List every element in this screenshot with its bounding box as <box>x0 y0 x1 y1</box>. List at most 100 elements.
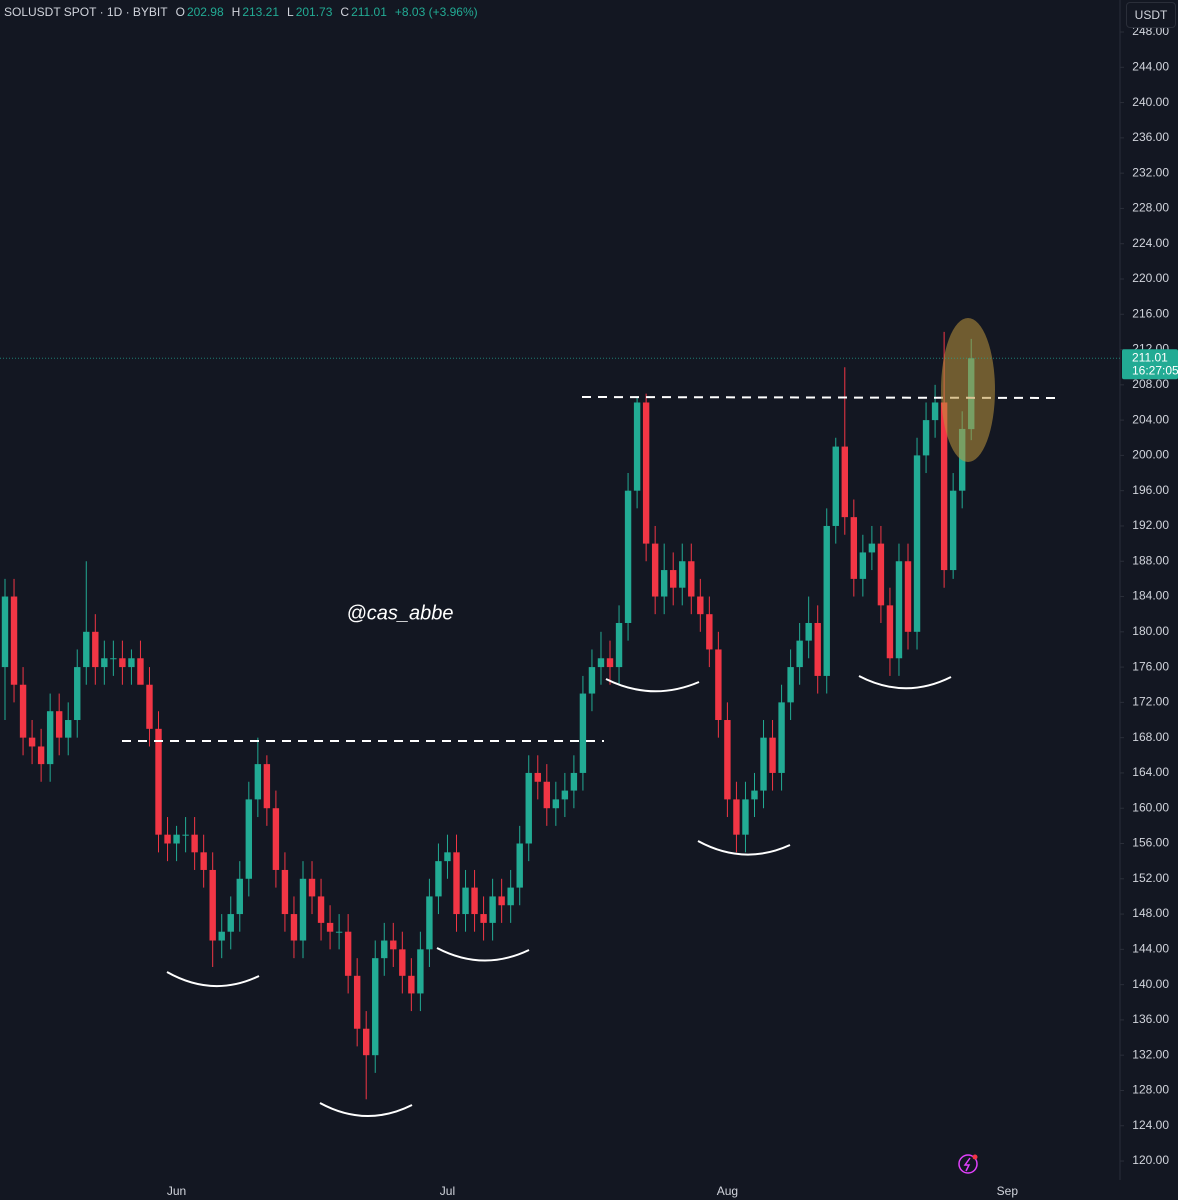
candle-body <box>263 764 271 809</box>
candle-body <box>733 799 740 835</box>
candle-body <box>615 622 623 668</box>
candle-body <box>191 834 198 853</box>
candle-body <box>326 922 334 932</box>
y-tick-label: 224.00 <box>1132 236 1169 250</box>
y-tick-label: 204.00 <box>1132 412 1169 426</box>
candle-body <box>254 764 262 800</box>
candle-body <box>236 878 243 915</box>
candle-body <box>778 702 785 773</box>
candle-body <box>606 658 614 668</box>
candle-body <box>381 940 388 959</box>
candle-body <box>408 975 415 994</box>
y-tick-label: 240.00 <box>1132 95 1169 109</box>
candle-body <box>46 711 54 765</box>
candle-body <box>335 931 343 933</box>
candle-body <box>931 402 939 421</box>
candle-body <box>949 490 957 571</box>
candle-body <box>570 772 578 791</box>
candle-body <box>480 914 487 923</box>
highlight <box>941 318 995 462</box>
watermark: @cas_abbe <box>346 602 453 624</box>
candle-body <box>164 834 171 844</box>
candle-body <box>507 887 514 906</box>
y-tick-label: 132.00 <box>1132 1047 1169 1061</box>
candle-body <box>281 869 289 915</box>
candle-body <box>155 728 162 835</box>
candle-body <box>868 543 876 553</box>
x-tick-label: Aug <box>717 1184 738 1198</box>
candle-body <box>37 746 45 765</box>
candle-body <box>10 596 18 685</box>
candle-body <box>119 658 126 668</box>
candle-body <box>751 790 758 800</box>
arc <box>166 971 260 987</box>
l-label: L <box>287 5 294 19</box>
y-tick-label: 140.00 <box>1132 977 1169 991</box>
candle-body <box>697 596 704 615</box>
price-tag-label: 211.01 <box>1132 350 1168 364</box>
h-value: 213.21 <box>242 5 280 19</box>
candle-body <box>624 490 632 623</box>
candle-body <box>841 446 848 518</box>
candle-body <box>55 711 63 738</box>
candle-body <box>832 446 839 526</box>
x-tick-label: Jul <box>440 1184 455 1198</box>
candle-body <box>317 896 325 923</box>
y-tick-label: 228.00 <box>1132 201 1169 215</box>
candle-body <box>218 931 225 941</box>
candle-body <box>471 887 478 915</box>
currency-button[interactable]: USDT <box>1126 2 1176 28</box>
candle-body <box>670 570 677 588</box>
y-tick-label: 164.00 <box>1132 765 1169 779</box>
y-tick-label: 216.00 <box>1132 306 1169 320</box>
candle-body <box>859 552 867 579</box>
y-tick-label: 176.00 <box>1132 659 1169 673</box>
candle-body <box>588 667 596 694</box>
candle-body <box>660 570 668 597</box>
candle-body <box>724 720 731 800</box>
candle-body <box>227 914 234 932</box>
o-value: 202.98 <box>186 5 224 19</box>
candle-body <box>245 799 253 879</box>
candle-body <box>290 914 298 941</box>
y-tick-label: 172.00 <box>1132 695 1169 709</box>
icon-bolt <box>963 1157 971 1172</box>
candle-body <box>823 525 830 676</box>
candle-body <box>399 949 406 976</box>
drawings <box>122 318 1061 1117</box>
candle-body <box>850 517 858 579</box>
y-tick-label: 200.00 <box>1132 448 1169 462</box>
candle-body <box>363 1028 370 1056</box>
y-tick-label: 136.00 <box>1132 1012 1169 1026</box>
candle-body <box>462 887 469 915</box>
icon-ring <box>958 1154 978 1174</box>
y-tick-label: 232.00 <box>1132 165 1169 179</box>
candle-body <box>814 622 821 676</box>
candle-body <box>28 737 36 747</box>
candle-body <box>760 737 767 791</box>
o-label: O <box>175 5 185 19</box>
candle-body <box>272 808 280 870</box>
y-tick-label: 124.00 <box>1132 1118 1169 1132</box>
y-tick-label: 152.00 <box>1132 871 1169 885</box>
candle-body <box>417 949 424 994</box>
candle-body <box>101 658 108 668</box>
candle-body <box>651 543 659 597</box>
arc <box>697 840 791 856</box>
candle-body <box>1 596 9 668</box>
candle-body <box>444 852 451 862</box>
candle-body <box>137 658 144 685</box>
c-value: 211.01 <box>351 5 387 19</box>
arc <box>858 675 952 690</box>
candle-body <box>787 667 794 703</box>
candle-body <box>200 852 207 870</box>
candle-body <box>498 896 505 906</box>
candle-body <box>65 720 72 738</box>
candle-body <box>92 631 99 668</box>
candle-body <box>904 561 912 632</box>
y-tick-label: 244.00 <box>1132 59 1169 73</box>
candle-body <box>877 543 885 606</box>
candle-body <box>516 843 523 888</box>
candle-body <box>642 402 650 544</box>
